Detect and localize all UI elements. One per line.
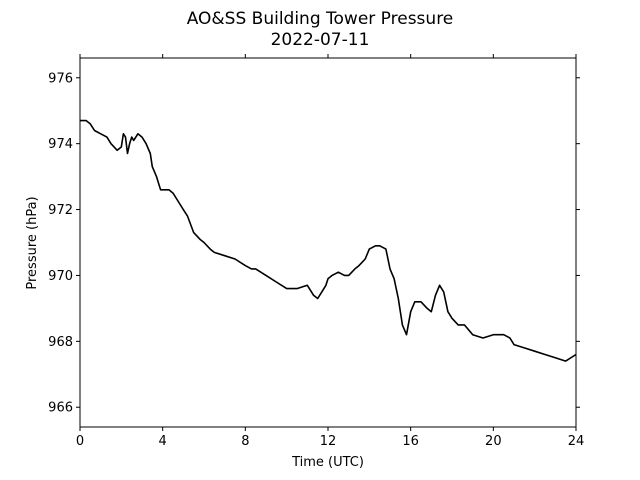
series-line-0: [80, 119, 577, 362]
x-tick-label: 16: [402, 434, 419, 449]
plot-area: 0 4 8 12 16 20 24 966 968 970 972 974 976: [48, 54, 584, 449]
x-tick-label: 8: [241, 434, 249, 449]
x-tick-label: 0: [76, 434, 84, 449]
x-axis-label: Time (UTC): [291, 455, 364, 470]
y-axis-label: Pressure (hPa): [25, 196, 40, 289]
y-tick-label: 970: [48, 269, 73, 284]
chart-subtitle: 2022-07-11: [271, 30, 370, 50]
chart-title: AO&SS Building Tower Pressure: [187, 9, 454, 29]
y-tick-label: 966: [48, 401, 73, 416]
x-tick-label: 12: [320, 434, 337, 449]
y-tick-label: 968: [48, 335, 73, 350]
x-tick-label: 24: [568, 434, 585, 449]
x-tick-label: 20: [485, 434, 502, 449]
y-tick-label: 976: [48, 71, 73, 86]
x-tick-label: 4: [159, 434, 167, 449]
plot-frame: [79, 57, 577, 428]
y-tick-label: 974: [48, 137, 73, 152]
y-tick-label: 972: [48, 203, 73, 218]
